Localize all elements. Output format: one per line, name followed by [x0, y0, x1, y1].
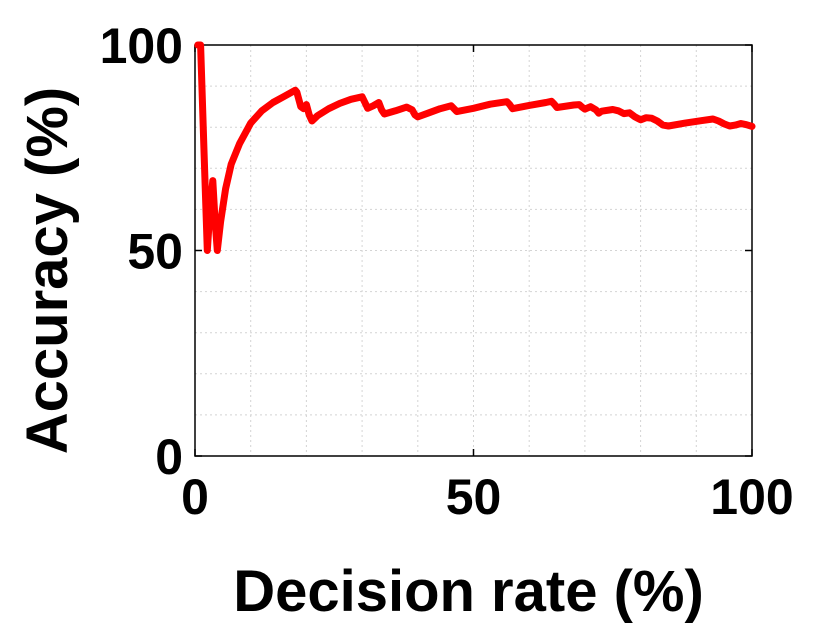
y-tick-label: 50	[127, 224, 183, 280]
grid-lines	[195, 45, 752, 456]
x-tick-label: 0	[181, 469, 209, 525]
x-tick-label: 50	[446, 469, 502, 525]
y-tick-label: 100	[100, 18, 183, 74]
tick-labels: 0 50 100 0 50 100	[100, 18, 794, 525]
x-axis-label: Decision rate (%)	[233, 559, 704, 624]
x-tick-label: 100	[710, 469, 793, 525]
accuracy-series-line	[194, 41, 756, 254]
y-tick-label: 0	[155, 429, 183, 485]
y-axis-label: Accuracy (%)	[15, 87, 80, 454]
